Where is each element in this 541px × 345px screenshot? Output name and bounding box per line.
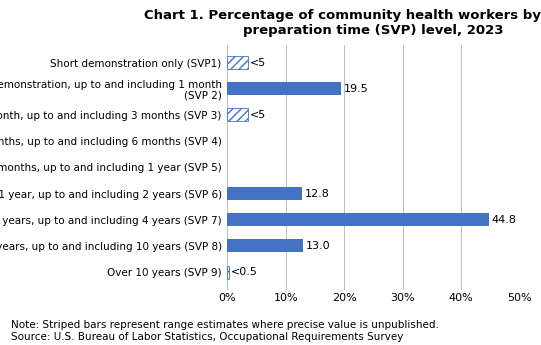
Text: 13.0: 13.0	[306, 241, 330, 251]
Text: <5: <5	[250, 58, 266, 68]
Text: 12.8: 12.8	[305, 188, 329, 198]
Text: <5: <5	[250, 110, 266, 120]
Bar	[227, 108, 248, 121]
Bar	[227, 213, 489, 226]
Text: Note: Striped bars represent range estimates where precise value is unpublished.: Note: Striped bars represent range estim…	[11, 320, 439, 342]
Bar	[227, 239, 303, 253]
Bar	[227, 82, 341, 95]
Bar	[227, 56, 248, 69]
Text: 19.5: 19.5	[344, 84, 368, 94]
Bar	[227, 187, 302, 200]
Text: 44.8: 44.8	[491, 215, 516, 225]
Text: <0.5: <0.5	[232, 267, 258, 277]
Bar	[227, 266, 229, 279]
Title: Chart 1. Percentage of community health workers by specific
preparation time (SV: Chart 1. Percentage of community health …	[144, 9, 541, 37]
